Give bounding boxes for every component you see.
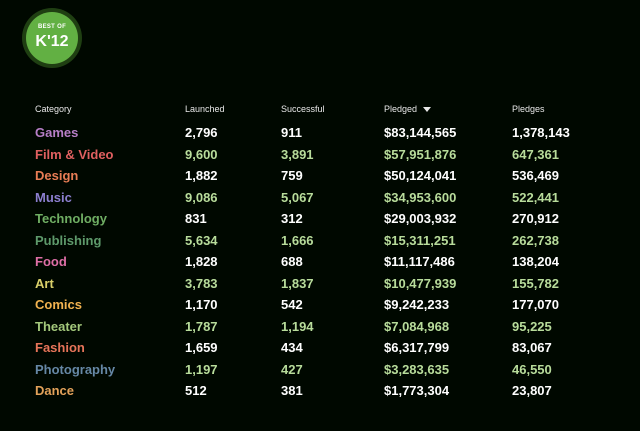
launched-cell: 2,796 — [185, 125, 218, 141]
pledged-cell: $10,477,939 — [384, 275, 457, 291]
launched-cell: 1,170 — [185, 297, 218, 313]
category-cell[interactable]: Film & Video — [35, 146, 114, 162]
category-cell[interactable]: Theater — [35, 318, 82, 334]
table-row: Comics 1,170 542 $9,242,233 177,070 — [28, 294, 612, 316]
pledges-cell: 270,912 — [512, 211, 559, 227]
category-cell[interactable]: Photography — [35, 361, 116, 377]
successful-cell: 3,891 — [281, 146, 314, 162]
category-cell[interactable]: Technology — [35, 211, 107, 227]
pledges-cell: 1,378,143 — [512, 125, 570, 141]
category-cell[interactable]: Comics — [35, 297, 82, 313]
pledged-cell: $83,144,565 — [384, 125, 457, 141]
logo-badge: BEST OF K'12 — [26, 12, 78, 64]
table-row: Design 1,882 759 $50,124,041 536,469 — [28, 165, 612, 187]
successful-cell: 434 — [281, 340, 303, 356]
launched-cell: 1,659 — [185, 340, 218, 356]
pledged-cell: $15,311,251 — [384, 232, 456, 248]
category-cell[interactable]: Dance — [35, 383, 75, 399]
logo-top-text: BEST OF — [37, 24, 67, 30]
table-row: Food 1,828 688 $11,117,486 138,204 — [28, 251, 612, 273]
header-pledged-label: Pledged — [384, 104, 418, 114]
category-cell[interactable]: Design — [35, 168, 79, 184]
header-pledges[interactable]: Pledges — [512, 104, 545, 114]
pledged-cell: $50,124,041 — [384, 168, 457, 184]
table-row: Art 3,783 1,837 $10,477,939 155,782 — [28, 273, 612, 295]
header-successful[interactable]: Successful — [281, 104, 325, 114]
launched-cell: 3,783 — [185, 275, 218, 291]
launched-cell: 9,600 — [185, 146, 218, 162]
pledges-cell: 83,067 — [512, 340, 552, 356]
table-row: Publishing 5,634 1,666 $15,311,251 262,738 — [28, 230, 612, 252]
launched-cell: 512 — [185, 383, 207, 399]
pledged-cell: $1,773,304 — [384, 383, 450, 399]
table-row: Music 9,086 5,067 $34,953,600 522,441 — [28, 187, 612, 209]
successful-cell: 312 — [281, 211, 303, 227]
header-pledged[interactable]: Pledged — [384, 104, 512, 122]
table-row: Technology 831 312 $29,003,932 270,912 — [28, 208, 612, 230]
launched-cell: 5,634 — [185, 232, 218, 248]
successful-cell: 759 — [281, 168, 303, 184]
logo-main-text: K'12 — [35, 33, 69, 50]
pledged-cell: $57,951,876 — [384, 146, 457, 162]
successful-cell: 1,194 — [281, 318, 314, 334]
pledged-cell: $34,953,600 — [384, 189, 457, 205]
launched-cell: 9,086 — [185, 189, 218, 205]
table-row: Dance 512 381 $1,773,304 23,807 — [28, 380, 612, 402]
table-row: Games 2,796 911 $83,144,565 1,378,143 — [28, 122, 612, 144]
pledges-cell: 536,469 — [512, 168, 559, 184]
successful-cell: 542 — [281, 297, 303, 313]
sort-descending-icon — [423, 107, 432, 113]
launched-cell: 831 — [185, 211, 207, 227]
pledged-cell: $7,084,968 — [384, 318, 450, 334]
pledges-cell: 46,550 — [512, 361, 552, 377]
pledges-cell: 522,441 — [512, 189, 559, 205]
pledges-cell: 155,782 — [512, 275, 559, 291]
category-cell[interactable]: Art — [35, 275, 54, 291]
launched-cell: 1,197 — [185, 361, 218, 377]
pledges-cell: 647,361 — [512, 146, 559, 162]
table-row: Film & Video 9,600 3,891 $57,951,876 647,361 — [28, 144, 612, 166]
pledged-cell: $6,317,799 — [384, 340, 450, 356]
header-launched[interactable]: Launched — [185, 104, 225, 114]
pledged-cell: $11,117,486 — [384, 254, 455, 270]
successful-cell: 688 — [281, 254, 303, 270]
category-cell[interactable]: Publishing — [35, 232, 102, 248]
table-row: Fashion 1,659 434 $6,317,799 83,067 — [28, 337, 612, 359]
successful-cell: 911 — [281, 125, 302, 141]
pledged-cell: $29,003,932 — [384, 211, 457, 227]
successful-cell: 427 — [281, 361, 303, 377]
table-header-row: Category Launched Successful Pledged Ple… — [28, 104, 612, 122]
category-cell[interactable]: Fashion — [35, 340, 85, 356]
header-category[interactable]: Category — [35, 104, 72, 114]
launched-cell: 1,787 — [185, 318, 218, 334]
category-stats-table: Category Launched Successful Pledged Ple… — [28, 104, 612, 402]
table-row: Theater 1,787 1,194 $7,084,968 95,225 — [28, 316, 612, 338]
pledges-cell: 177,070 — [512, 297, 559, 313]
pledges-cell: 23,807 — [512, 383, 552, 399]
launched-cell: 1,882 — [185, 168, 218, 184]
pledges-cell: 95,225 — [512, 318, 552, 334]
table-row: Photography 1,197 427 $3,283,635 46,550 — [28, 359, 612, 381]
launched-cell: 1,828 — [185, 254, 218, 270]
successful-cell: 1,666 — [281, 232, 314, 248]
pledged-cell: $9,242,233 — [384, 297, 450, 313]
successful-cell: 5,067 — [281, 189, 314, 205]
successful-cell: 381 — [281, 383, 303, 399]
pledged-cell: $3,283,635 — [384, 361, 450, 377]
category-cell[interactable]: Games — [35, 125, 79, 141]
category-cell[interactable]: Music — [35, 189, 72, 205]
pledges-cell: 138,204 — [512, 254, 559, 270]
best-of-2012-logo: BEST OF K'12 — [22, 8, 82, 68]
category-cell[interactable]: Food — [35, 254, 67, 270]
successful-cell: 1,837 — [281, 275, 314, 291]
pledges-cell: 262,738 — [512, 232, 559, 248]
